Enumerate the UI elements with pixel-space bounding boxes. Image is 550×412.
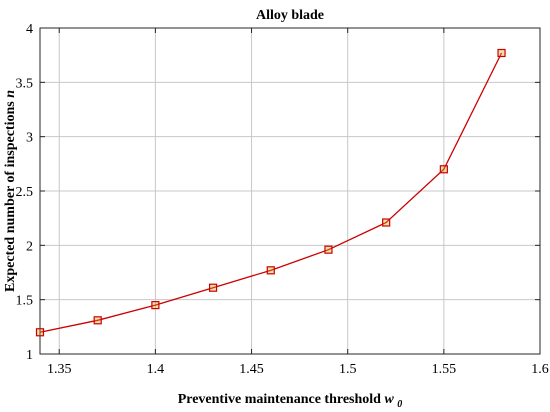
y-axis-label-symbol: n	[3, 90, 18, 98]
x-tick-label: 1.6	[531, 362, 549, 377]
y-tick-label: 1.5	[16, 294, 34, 309]
y-tick-label: 1	[26, 348, 33, 363]
x-tick-label: 1.4	[147, 362, 165, 377]
x-axis-label-subscript: 0	[397, 399, 402, 410]
y-tick-label: 3	[26, 131, 33, 146]
x-axis-label-symbol: w	[384, 392, 394, 407]
y-axis-label-text: Expected number of inspections	[3, 101, 18, 292]
x-tick-label: 1.45	[239, 362, 264, 377]
x-tick-label: 1.35	[47, 362, 72, 377]
y-axis-label: Expected number of inspections n	[3, 90, 18, 292]
data-point-marker	[151, 301, 160, 310]
y-tick-label: 2.5	[16, 185, 34, 200]
x-axis-label: Preventive maintenance threshold w 0	[178, 392, 403, 410]
y-tick-label: 4	[26, 22, 33, 37]
data-series	[35, 48, 506, 337]
data-point-marker	[382, 218, 391, 227]
data-point-marker	[497, 48, 506, 58]
x-tick-label: 1.5	[339, 362, 357, 377]
x-axis-label-text: Preventive maintenance threshold	[178, 392, 381, 407]
data-point-marker	[266, 266, 275, 275]
data-point-marker	[35, 328, 45, 337]
y-tick-labels: 1 1.5 2 2.5 3 3.5 4	[16, 22, 34, 363]
data-point-marker	[93, 316, 102, 325]
y-tick-label: 2	[26, 239, 33, 254]
data-point-marker	[439, 165, 448, 174]
data-point-marker	[208, 283, 218, 292]
series-line	[39, 52, 503, 333]
x-tick-label: 1.55	[432, 362, 457, 377]
axis-ticks	[40, 27, 541, 355]
data-point-marker	[324, 245, 333, 254]
grid	[40, 27, 541, 355]
x-tick-labels: 1.35 1.4 1.45 1.5 1.55 1.6	[47, 362, 549, 377]
chart-title: Alloy blade	[256, 8, 324, 23]
y-tick-label: 3.5	[16, 76, 34, 91]
